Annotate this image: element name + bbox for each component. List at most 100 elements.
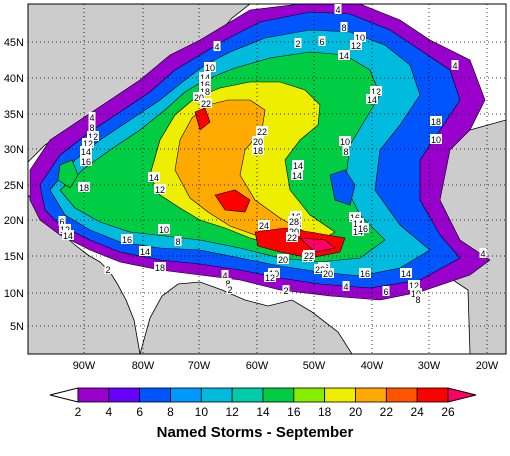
lon-label: 40W (361, 360, 384, 372)
contour-label: 22 (286, 232, 298, 243)
svg-text:12: 12 (265, 273, 275, 283)
contour-label: 16 (80, 156, 92, 167)
svg-text:8: 8 (415, 295, 420, 305)
colorbar-segment (324, 387, 356, 403)
svg-text:10: 10 (355, 33, 365, 43)
svg-text:14: 14 (63, 231, 73, 241)
contour-label: 16 (359, 268, 371, 279)
lat-label: 30N (4, 144, 24, 156)
svg-text:14: 14 (81, 147, 91, 157)
svg-text:4: 4 (480, 249, 485, 259)
colorbar-tick-label: 8 (167, 405, 174, 419)
svg-text:4: 4 (89, 113, 94, 123)
contour-label: 8 (342, 146, 350, 157)
svg-text:2: 2 (283, 286, 288, 296)
contour-label: 2 (226, 284, 234, 295)
svg-text:4: 4 (452, 61, 457, 71)
svg-text:4: 4 (222, 271, 227, 281)
contour-label: 14 (199, 72, 211, 83)
colorbar-segment (416, 387, 449, 403)
contour-label: 8 (340, 22, 348, 33)
svg-text:14: 14 (401, 269, 411, 279)
svg-text:8: 8 (89, 123, 94, 133)
contour-label: 6 (58, 216, 66, 227)
lat-label: 10N (4, 288, 24, 300)
contour-label: 10 (158, 224, 170, 235)
contour-label: 22 (200, 98, 212, 109)
contour-label: 22 (256, 126, 268, 137)
contour-label: 14 (62, 230, 74, 241)
svg-text:8: 8 (341, 23, 346, 33)
svg-text:8: 8 (175, 237, 180, 247)
contour-label: 14 (148, 172, 160, 183)
svg-text:12: 12 (409, 281, 419, 291)
svg-text:14: 14 (293, 161, 303, 171)
contour-label: 10 (339, 136, 351, 147)
contour-label: 2 (282, 285, 290, 296)
contour-label: 16 (199, 79, 211, 90)
contour-label: 20 (322, 268, 334, 279)
contour-label: 24 (258, 220, 270, 231)
contour-label: 14 (366, 94, 378, 105)
colorbar-tick-label: 20 (349, 405, 363, 419)
svg-text:16: 16 (81, 157, 91, 167)
contour-label: 16 (357, 223, 369, 234)
contour-label: 10 (204, 62, 216, 73)
contour-label: 12 (264, 272, 276, 283)
contour-label: 4 (88, 112, 96, 123)
colorbar-segment (262, 387, 295, 403)
svg-text:6: 6 (383, 287, 388, 297)
svg-text:24: 24 (259, 221, 269, 231)
svg-text:18: 18 (431, 117, 441, 127)
contour-label: 12 (408, 280, 420, 291)
contour-label: 14 (338, 50, 350, 61)
svg-text:12: 12 (155, 185, 165, 195)
contour-label: 18 (252, 145, 264, 156)
svg-text:12: 12 (371, 87, 381, 97)
lon-label: 30W (418, 360, 441, 372)
lat-label: 15N (4, 251, 24, 263)
colorbar (49, 387, 477, 403)
colorbar-tick-label: 2 (75, 405, 82, 419)
svg-text:18: 18 (253, 146, 263, 156)
lat-label: 20N (4, 215, 24, 227)
svg-text:20: 20 (278, 255, 288, 265)
lon-label: 50W (303, 360, 326, 372)
contour-label: 4 (451, 60, 459, 71)
svg-text:22: 22 (201, 99, 211, 109)
colorbar-tick-label: 18 (318, 405, 332, 419)
contour-label: 20 (252, 136, 264, 147)
contour-label: 18 (154, 262, 166, 273)
contour-label: 6 (318, 36, 326, 47)
colorbar-segment (355, 387, 387, 403)
contour-label: 6 (382, 286, 390, 297)
lat-label: 40N (4, 73, 24, 85)
contour-label: 20 (193, 92, 205, 103)
colorbar-tick-label: 16 (287, 405, 301, 419)
colorbar-tick-label: 26 (441, 405, 455, 419)
colorbar-segment (293, 387, 326, 403)
svg-text:16: 16 (358, 224, 368, 234)
colorbar-tick-label: 12 (225, 405, 239, 419)
contour-label: 8 (88, 122, 96, 133)
svg-text:6: 6 (319, 37, 324, 47)
lon-label: 60W (246, 360, 269, 372)
colorbar-tick-label: 10 (195, 405, 209, 419)
svg-text:10: 10 (205, 63, 215, 73)
svg-text:16: 16 (200, 80, 210, 90)
svg-text:14: 14 (149, 173, 159, 183)
svg-text:2: 2 (227, 285, 232, 295)
contour-label: 14 (292, 160, 304, 171)
svg-text:14: 14 (292, 171, 302, 181)
lon-label: 20W (476, 360, 499, 372)
colorbar-tick-label: 14 (256, 405, 270, 419)
contour-label: 4 (342, 281, 350, 292)
latitude-labels: 5N 10N 15N 20N 25N 30N 35N 40N 45N (4, 37, 24, 333)
contour-label: 8 (174, 236, 182, 247)
contour-label: 14 (400, 268, 412, 279)
colorbar-segment (139, 387, 171, 403)
svg-text:20: 20 (194, 93, 204, 103)
colorbar-segment (200, 387, 233, 403)
plot-frame (27, 3, 507, 355)
